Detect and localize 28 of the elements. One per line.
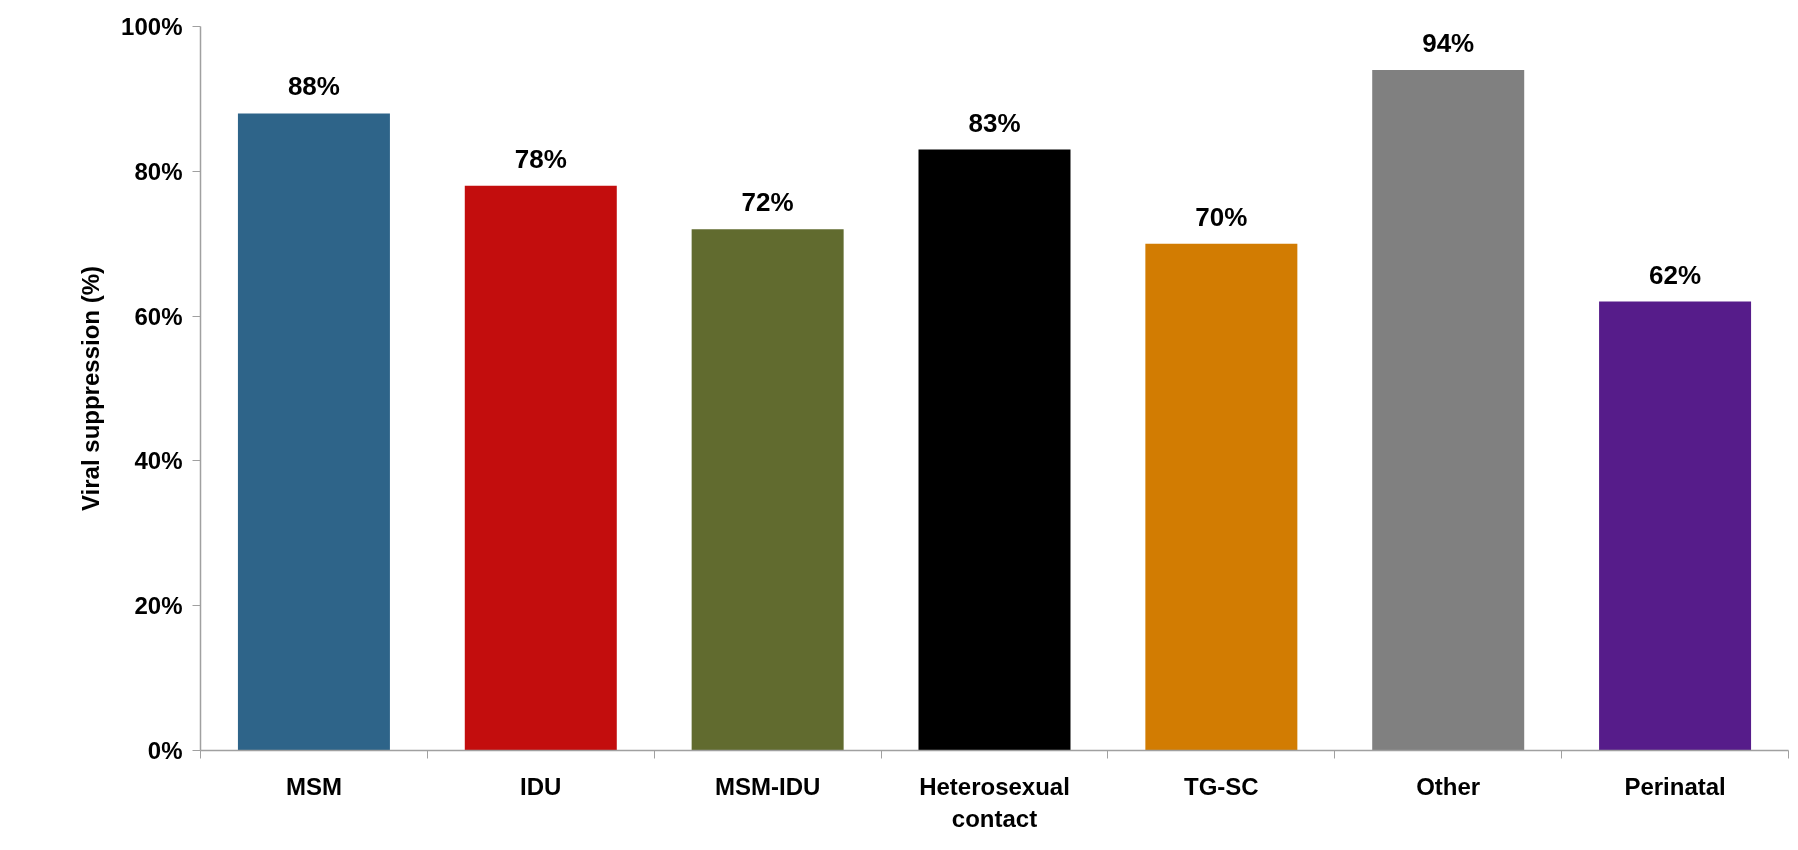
bar (1372, 69, 1525, 751)
data-label: 62% (1649, 259, 1702, 290)
x-tick-label: IDU (520, 772, 562, 800)
data-label: 94% (1422, 27, 1475, 58)
x-tick-label: Perinatal (1624, 772, 1726, 800)
bar (1599, 301, 1752, 751)
x-tick-label: TG-SC (1184, 772, 1259, 800)
y-tick-label: 100% (121, 13, 183, 40)
bar (237, 113, 390, 751)
x-tick-label: MSM-IDU (714, 772, 821, 800)
data-label: 83% (968, 107, 1021, 138)
y-tick-label: 60% (134, 302, 183, 330)
x-tick-label: Heterosexual contact (919, 772, 1070, 832)
y-tick-label: 20% (134, 592, 183, 620)
bar (918, 149, 1071, 751)
bar (691, 229, 844, 751)
x-tick-label: MSM (285, 772, 342, 800)
bar (464, 185, 617, 751)
data-label: 70% (1195, 201, 1248, 232)
y-tick-label: 0% (147, 737, 183, 764)
data-label: 88% (287, 71, 340, 102)
y-axis-title: Viral suppression (%) (77, 266, 105, 511)
x-tick-label: Other (1416, 772, 1481, 800)
y-tick-label: 80% (134, 157, 183, 185)
bar (1145, 243, 1298, 751)
data-label: 78% (514, 143, 567, 174)
y-tick-label: 40% (134, 447, 183, 475)
data-label: 72% (741, 187, 794, 218)
